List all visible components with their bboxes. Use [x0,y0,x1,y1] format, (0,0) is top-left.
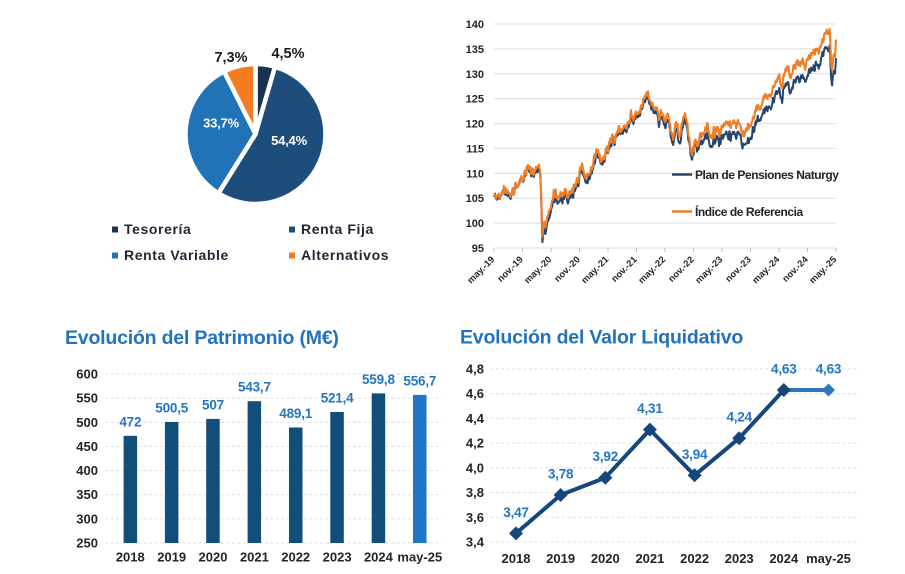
svg-text:559,8: 559,8 [362,372,395,387]
svg-text:4,63: 4,63 [816,362,842,377]
svg-text:2024: 2024 [769,551,799,566]
svg-text:may.-24: may.-24 [750,254,782,286]
svg-text:140: 140 [466,19,484,31]
svg-text:507: 507 [202,397,224,412]
svg-text:may.-19: may.-19 [465,254,496,285]
svg-text:3,47: 3,47 [503,505,528,520]
svg-text:nov.-21: nov.-21 [609,254,639,284]
svg-text:nov.-23: nov.-23 [723,254,753,284]
svg-text:4,31: 4,31 [637,401,663,416]
svg-text:3,4: 3,4 [466,535,485,550]
svg-text:may.-20: may.-20 [522,254,553,285]
svg-text:543,7: 543,7 [238,380,271,395]
svg-text:4,63: 4,63 [771,362,797,377]
svg-text:350: 350 [76,487,98,502]
svg-text:Evolución del Valor Liquidativ: Evolución del Valor Liquidativo [460,327,743,349]
svg-text:Alternativos: Alternativos [301,247,389,263]
svg-text:nov.-20: nov.-20 [552,254,582,284]
svg-text:2021: 2021 [635,551,664,566]
svg-text:125: 125 [466,94,484,106]
svg-text:3,92: 3,92 [593,449,618,464]
svg-text:135: 135 [466,44,484,56]
svg-text:Renta Variable: Renta Variable [124,247,229,263]
svg-text:550: 550 [76,391,98,406]
svg-text:nov.-22: nov.-22 [666,254,696,284]
svg-text:2018: 2018 [502,551,531,566]
svg-text:nov.-24: nov.-24 [780,254,810,284]
svg-text:4,4: 4,4 [466,411,485,426]
svg-text:2019: 2019 [546,551,575,566]
svg-text:100: 100 [466,218,484,230]
svg-text:4,0: 4,0 [466,460,484,475]
svg-text:500,5: 500,5 [155,401,188,416]
svg-text:400: 400 [76,463,98,478]
svg-text:may-25: may-25 [397,550,442,565]
svg-text:2024: 2024 [364,550,394,565]
svg-text:500: 500 [76,415,98,430]
svg-text:3,8: 3,8 [466,485,484,500]
svg-text:2023: 2023 [725,551,754,566]
svg-text:Evolución del Patrimonio (M€): Evolución del Patrimonio (M€) [65,327,339,349]
svg-text:4,8: 4,8 [466,362,484,377]
svg-text:250: 250 [76,536,98,551]
svg-text:521,4: 521,4 [321,391,354,406]
svg-text:472: 472 [119,414,141,429]
svg-text:3,78: 3,78 [548,467,574,482]
svg-text:2020: 2020 [199,550,228,565]
svg-text:nov.-19: nov.-19 [495,254,525,284]
svg-text:54,4%: 54,4% [271,133,308,148]
svg-text:33,7%: 33,7% [203,116,240,131]
svg-text:may.-23: may.-23 [693,254,724,285]
svg-text:may.-22: may.-22 [636,254,667,285]
svg-text:2023: 2023 [323,550,352,565]
svg-text:2022: 2022 [680,551,709,566]
svg-text:7,3%: 7,3% [214,50,247,66]
svg-text:Índice de Referencia: Índice de Referencia [695,204,803,219]
svg-text:120: 120 [466,119,484,131]
svg-text:may.-25: may.-25 [807,254,838,285]
svg-text:Plan de Pensiones Naturgy: Plan de Pensiones Naturgy [695,168,839,182]
svg-text:450: 450 [76,439,98,454]
svg-text:3,94: 3,94 [682,447,708,462]
svg-text:115: 115 [466,143,484,155]
svg-text:2018: 2018 [116,550,145,565]
svg-text:300: 300 [76,511,98,526]
svg-text:3,6: 3,6 [466,510,484,525]
svg-text:Tesorería: Tesorería [124,221,191,237]
svg-text:may.-21: may.-21 [579,254,610,285]
svg-text:4,5%: 4,5% [271,46,304,62]
svg-text:600: 600 [76,367,98,382]
svg-text:2022: 2022 [281,550,310,565]
svg-text:2020: 2020 [591,551,620,566]
svg-text:105: 105 [466,193,484,205]
svg-text:4,6: 4,6 [466,386,484,401]
svg-text:4,2: 4,2 [466,436,484,451]
svg-text:4,24: 4,24 [726,410,752,425]
svg-text:Renta Fija: Renta Fija [301,221,374,237]
svg-text:2019: 2019 [157,550,186,565]
svg-text:110: 110 [466,168,484,180]
svg-text:556,7: 556,7 [403,373,436,388]
svg-text:95: 95 [472,243,484,255]
svg-text:130: 130 [466,69,484,81]
svg-text:may-25: may-25 [806,551,851,566]
svg-text:489,1: 489,1 [279,406,312,421]
svg-text:2021: 2021 [240,550,269,565]
